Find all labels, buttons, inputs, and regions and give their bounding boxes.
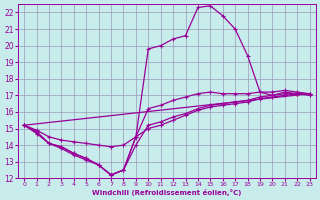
X-axis label: Windchill (Refroidissement éolien,°C): Windchill (Refroidissement éolien,°C)	[92, 189, 242, 196]
